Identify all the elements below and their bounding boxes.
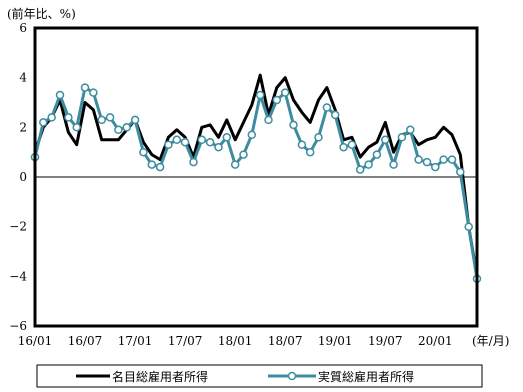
x-tick-label: 17/07 — [168, 334, 203, 348]
data-point — [155, 162, 165, 172]
y-unit-label: (前年比、%) — [7, 6, 76, 21]
data-point — [172, 135, 182, 145]
data-point — [330, 110, 340, 120]
data-point — [381, 135, 390, 145]
data-point — [39, 118, 48, 127]
data-point — [456, 167, 465, 177]
y-tick-label: −4 — [9, 269, 27, 283]
data-point — [447, 155, 457, 164]
data-point — [80, 83, 90, 92]
legend-box — [36, 364, 483, 388]
data-point — [97, 115, 106, 125]
data-point — [55, 90, 65, 100]
data-point — [230, 160, 240, 169]
data-point — [389, 160, 398, 169]
data-point — [205, 137, 215, 147]
y-axis-ticks: −6 −4 −2 0 2 4 6 — [9, 21, 27, 333]
data-point — [280, 88, 290, 97]
data-point — [180, 137, 190, 147]
data-point — [64, 113, 73, 122]
x-tick-label: 19/07 — [368, 334, 403, 348]
data-point — [322, 103, 332, 112]
x-tick-label: 19/01 — [318, 334, 353, 348]
y-tick-label: −6 — [9, 319, 27, 333]
data-point — [439, 155, 448, 164]
x-tick-label: 16/01 — [18, 334, 53, 348]
data-point — [414, 155, 423, 164]
data-point — [255, 90, 265, 100]
y-tick-label: 6 — [19, 21, 27, 35]
x-tick-label: 16/07 — [68, 334, 103, 348]
legend-label-real: 実質総雇用者所得 — [318, 369, 414, 384]
data-point — [355, 165, 365, 174]
data-point — [147, 160, 157, 169]
x-tick-label: 18/07 — [268, 334, 303, 348]
data-point — [431, 162, 440, 172]
data-point — [397, 133, 407, 142]
data-point — [272, 95, 282, 105]
data-point — [197, 135, 207, 145]
x-unit-label: (年/月) — [472, 334, 509, 348]
data-point — [214, 142, 223, 152]
data-point — [130, 115, 140, 125]
y-tick-label: 4 — [19, 71, 27, 85]
data-point — [422, 157, 432, 167]
data-point — [239, 150, 248, 159]
data-point — [189, 157, 198, 167]
series-layer — [30, 73, 482, 284]
data-point — [347, 140, 357, 149]
y-tick-label: −2 — [9, 220, 27, 234]
data-point — [314, 133, 323, 142]
data-point — [364, 160, 373, 169]
data-point — [339, 142, 348, 152]
legend-marker-real — [287, 371, 297, 381]
legend-label-nominal: 名目総雇用者所得 — [112, 369, 208, 384]
data-point — [47, 113, 56, 122]
x-tick-label: 17/01 — [118, 334, 153, 348]
legend: 名目総雇用者所得 実質総雇用者所得 — [36, 364, 483, 388]
y-tick-label: 2 — [19, 120, 27, 134]
data-point — [464, 222, 473, 231]
data-point — [72, 123, 81, 132]
plot-frame — [33, 26, 479, 328]
x-axis-ticks: 16/01 16/07 17/01 17/07 18/01 18/07 19/01 19/07… — [18, 334, 453, 348]
data-point — [247, 130, 257, 140]
data-point — [105, 113, 115, 122]
data-point — [305, 147, 315, 157]
data-point — [297, 140, 307, 149]
data-point — [372, 150, 382, 159]
data-point — [122, 123, 131, 132]
series-line-0 — [33, 73, 479, 277]
data-point — [264, 115, 273, 125]
x-tick-label: 18/01 — [218, 334, 253, 348]
data-point — [164, 140, 173, 149]
data-point — [89, 88, 98, 97]
data-point — [289, 120, 298, 130]
data-point — [406, 125, 415, 135]
data-point — [139, 147, 148, 157]
data-point — [222, 133, 232, 142]
x-tick-label: 20/01 — [418, 334, 453, 348]
y-tick-label: 0 — [19, 170, 27, 184]
data-point — [114, 125, 123, 135]
